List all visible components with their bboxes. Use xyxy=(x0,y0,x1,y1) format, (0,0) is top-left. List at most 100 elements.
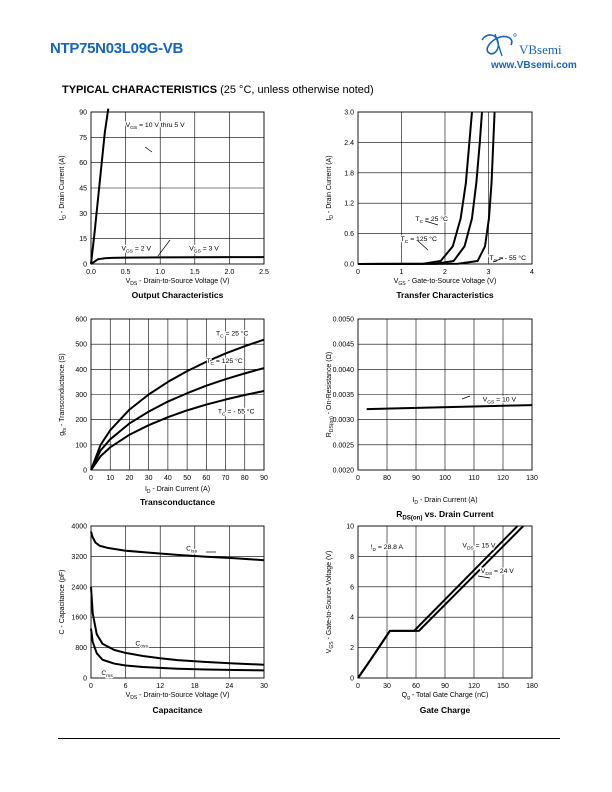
plot-frame xyxy=(90,318,265,471)
chart-4: 0 80 90 100 110 120 130 0.0020 0.0025 0.0030 0.003… xyxy=(326,317,538,522)
y-tick-label: 75 xyxy=(79,135,87,142)
x-tick-label: 10 xyxy=(106,475,114,482)
series-line-1 xyxy=(90,531,265,562)
y-tick-label: 0.0040 xyxy=(333,367,355,374)
x-tick-label: 30 xyxy=(145,475,153,482)
x-tick-label: 80 xyxy=(241,475,249,482)
x-tick-label: 60 xyxy=(412,683,420,690)
series-line-2 xyxy=(90,367,265,471)
x-tick-label: 12 xyxy=(156,683,164,690)
y-tick-label: 0.6 xyxy=(344,231,354,238)
y-tick-label: 8 xyxy=(350,554,354,561)
x-tick-label: 180 xyxy=(526,683,538,690)
y-tick-label: 0.0020 xyxy=(333,468,355,475)
curve-annotation: VGS = 2 V xyxy=(121,245,151,254)
curve-annotation: VDS = 15 V xyxy=(462,542,496,551)
y-tick-label: 3.0 xyxy=(344,110,354,117)
chart-5: 0 6 12 18 24 30 0 800 1600 2400 3200 4000 Ciss Coss Cr… xyxy=(59,524,268,716)
y-tick-label: 500 xyxy=(75,342,87,349)
y-tick-label: 60 xyxy=(79,160,87,167)
plot-frame xyxy=(90,111,265,265)
y-tick-label: 6 xyxy=(350,584,354,591)
vbsemi-logo-icon xyxy=(481,33,517,57)
y-tick-label: 4000 xyxy=(71,524,87,531)
curve-annotation: ID = 28.8 A xyxy=(371,544,404,553)
chart-title: Transconductance xyxy=(140,497,215,507)
x-tick-label: 0.5 xyxy=(121,269,131,276)
y-tick-label: 10 xyxy=(346,524,354,531)
series-line-1 xyxy=(366,404,533,411)
y-axis-label: RDS(on) - On-Resistance (Ω) xyxy=(326,352,335,437)
y-tick-label: 4 xyxy=(350,615,354,622)
chart-2: 0 1 2 3 4 0.0 0.6 1.2 1.8 2.4 3.0 TC = 25 °C TC = 12… xyxy=(326,110,534,301)
y-tick-label: 1.2 xyxy=(344,201,354,208)
y-tick-label: 0 xyxy=(83,262,87,269)
plot-frame xyxy=(357,318,533,471)
y-tick-label: 1.8 xyxy=(344,170,354,177)
chart-6: 0 30 60 90 120 150 180 0 2 4 6 8 10 ID = 28.8 A VDS = … xyxy=(326,524,538,716)
chart-3: 0 10 20 30 40 50 60 70 80 90 0 100 200 300 400 500 600 TC… xyxy=(59,317,268,508)
x-tick-label: 4 xyxy=(530,269,534,276)
chart-title: Gate Charge xyxy=(420,705,471,715)
y-tick-label: 600 xyxy=(75,317,87,324)
y-tick-label: 100 xyxy=(75,442,87,449)
curve-annotation: VDS = 24 V xyxy=(481,568,515,577)
curve-annotation: TC = 125 °C xyxy=(206,357,242,367)
x-tick-label: 150 xyxy=(497,683,509,690)
chart-1: 0.0 0.5 1.0 1.5 2.0 2.5 0 15 30 45 60 75 90 VGS = 10 … xyxy=(59,108,269,300)
y-tick-label: 45 xyxy=(79,186,87,193)
y-tick-label: 0 xyxy=(83,468,87,475)
y-axis-label: ID - Drain Current (A) xyxy=(326,155,335,220)
x-tick-label: 130 xyxy=(526,475,538,482)
curve-annotation: VGS = 10 V thru 5 V xyxy=(126,122,185,131)
x-tick-label: 0 xyxy=(356,475,360,482)
curve-annotation: Ciss xyxy=(186,546,197,555)
section-title: TYPICAL CHARACTERISTICS xyxy=(62,84,218,96)
plot-frame xyxy=(357,525,533,679)
x-tick-label: 1.5 xyxy=(190,269,200,276)
y-tick-label: 2.4 xyxy=(344,140,354,147)
x-axis-label: ID - Drain Current (A) xyxy=(412,497,477,506)
curve-annotation: Crss xyxy=(101,670,113,679)
x-tick-label: 80 xyxy=(383,475,391,482)
y-tick-label: 30 xyxy=(79,211,87,218)
x-tick-label: 2.5 xyxy=(259,269,269,276)
x-tick-label: 0 xyxy=(356,269,360,276)
x-tick-label: 2 xyxy=(443,269,447,276)
part-number: NTP75N03L09G-VB xyxy=(50,40,184,57)
y-tick-label: 0.0045 xyxy=(333,342,355,349)
y-tick-label: 0.0030 xyxy=(333,417,355,424)
x-tick-label: 50 xyxy=(183,475,191,482)
x-axis-label: Qg - Total Gate Charge (nC) xyxy=(402,692,489,701)
y-tick-label: 200 xyxy=(75,417,87,424)
x-tick-label: 2.0 xyxy=(225,269,235,276)
x-axis-label: VGS - Gate-to-Source Voltage (V) xyxy=(394,278,497,287)
x-tick-label: 60 xyxy=(202,475,210,482)
y-tick-label: 0 xyxy=(350,676,354,683)
series-line-2 xyxy=(90,256,265,265)
x-tick-label: 100 xyxy=(439,475,451,482)
y-tick-label: 15 xyxy=(79,236,87,243)
series-line-3 xyxy=(90,628,265,672)
x-tick-label: 70 xyxy=(222,475,230,482)
y-tick-label: 0.0025 xyxy=(333,442,355,449)
x-tick-label: 120 xyxy=(497,475,509,482)
curve-annotation: VGS = 3 V xyxy=(189,245,219,254)
curve-annotation: TC = 125 °C xyxy=(401,235,437,245)
y-tick-label: 3200 xyxy=(71,554,87,561)
annotation-pointer xyxy=(157,239,171,257)
annotation-pointer xyxy=(477,575,491,579)
chart-title: Output Characteristics xyxy=(132,290,224,300)
y-tick-label: 0 xyxy=(83,676,87,683)
footer-divider xyxy=(58,738,560,739)
y-tick-label: 0.0 xyxy=(344,262,354,269)
x-tick-label: 0 xyxy=(89,683,93,690)
curve-annotation: TC = - 55 °C xyxy=(218,407,255,417)
curve-annotation: TC = - 55 °C xyxy=(489,254,526,264)
website-link[interactable]: www.VBsemi.com xyxy=(491,60,577,71)
x-tick-label: 40 xyxy=(164,475,172,482)
series-line-1 xyxy=(90,338,265,471)
x-tick-label: 20 xyxy=(126,475,134,482)
x-axis-label: VDS - Drain-to-Source Voltage (V) xyxy=(126,692,230,701)
